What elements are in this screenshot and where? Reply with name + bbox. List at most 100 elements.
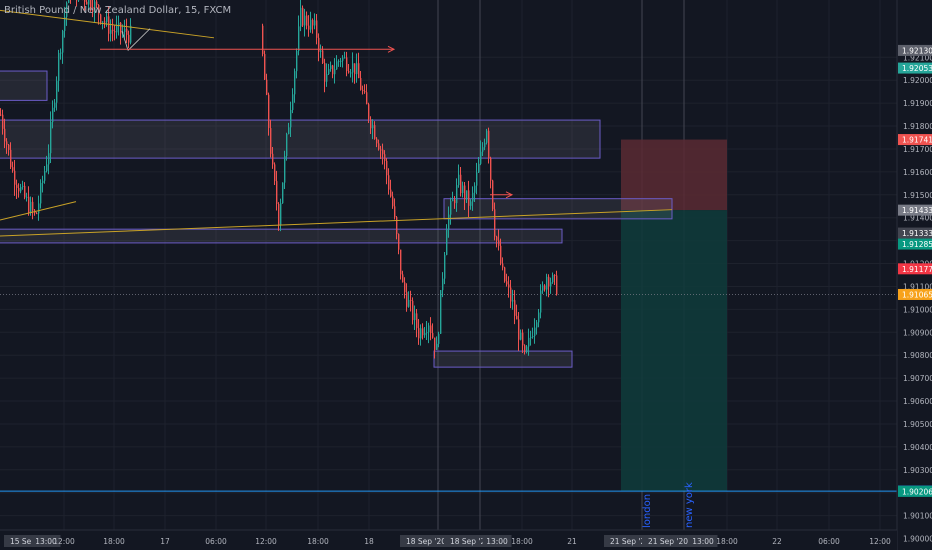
drawings[interactable]: london new york	[0, 9, 897, 528]
supply-demand-zones[interactable]	[0, 70, 727, 492]
session-label: london	[642, 494, 653, 528]
candle-body	[316, 20, 318, 38]
candle-body	[540, 290, 542, 313]
candle-body	[336, 61, 338, 70]
candle-body	[6, 141, 8, 145]
candle-body	[296, 51, 298, 72]
candle-body	[328, 68, 330, 75]
take-profit-zone	[621, 210, 727, 492]
candle-body	[452, 199, 454, 202]
price-label: 1.92130	[902, 46, 932, 55]
trend-line-top	[0, 9, 215, 39]
price-axis[interactable]: 1.92100 1.92000 1.91900 1.91800 1.91700 1.916…	[896, 0, 932, 550]
candle-body	[408, 299, 410, 307]
candle-body	[536, 322, 538, 328]
candle-body	[290, 109, 292, 128]
candle-body	[410, 299, 412, 301]
candle-body	[440, 290, 442, 334]
candle-body	[280, 203, 282, 226]
candle-body	[476, 172, 478, 186]
candle-body	[308, 25, 310, 30]
price-label: 1.91065	[902, 290, 932, 299]
candle-body	[470, 201, 472, 206]
time-tick-label: 18 Sep '20	[406, 537, 446, 546]
candle-body	[62, 30, 64, 53]
candle-body	[26, 196, 28, 198]
candle-body	[552, 275, 554, 283]
price-label: 1.91333	[902, 229, 932, 238]
candle-body	[518, 319, 520, 340]
candle-body	[388, 175, 390, 190]
pattern-line	[121, 30, 129, 51]
candle-body	[458, 174, 460, 186]
candle-body	[422, 328, 424, 336]
candle-body	[330, 65, 332, 69]
arrow-head	[387, 45, 396, 53]
candle-body	[2, 114, 4, 129]
candle-body	[36, 213, 38, 215]
candle-body	[468, 190, 470, 206]
candle-body	[302, 7, 304, 26]
time-label-bg	[642, 535, 694, 547]
time-tick-label: 22	[772, 537, 782, 546]
candle-body	[12, 167, 14, 171]
time-tick-label: 18:00	[103, 537, 125, 546]
candle-body	[96, 1, 98, 5]
candle-body	[44, 171, 46, 181]
time-label-bg	[688, 535, 718, 547]
candle-body	[396, 217, 398, 235]
price-tick-label: 1.90100	[903, 512, 932, 521]
candle-body	[444, 254, 446, 279]
price-label-bg	[898, 204, 932, 216]
time-tick-label: 21 Sep '20	[610, 537, 650, 546]
candle-body	[14, 170, 16, 185]
candle-body	[358, 63, 360, 79]
candle-body	[520, 332, 522, 340]
candle-body	[466, 190, 468, 200]
time-tick-label: 21 Sep '20	[648, 537, 688, 546]
candle-body	[348, 71, 350, 73]
candle-body	[484, 142, 486, 148]
candle-body	[450, 201, 452, 215]
candle-body	[130, 25, 132, 43]
candle-body	[266, 79, 268, 95]
candle-body	[380, 149, 382, 151]
candle-body	[446, 229, 448, 255]
price-tick-label: 1.91700	[903, 145, 932, 154]
candle-body	[496, 236, 498, 241]
candle-body	[498, 240, 500, 246]
candle-body	[456, 185, 458, 204]
candle-body	[68, 0, 70, 3]
candle-body	[88, 0, 90, 5]
candle-body	[334, 69, 336, 75]
candle-body	[120, 22, 122, 34]
candle-body	[524, 345, 526, 353]
price-tick-label: 1.90000	[903, 535, 932, 544]
zone-box	[433, 350, 573, 368]
candle-body	[526, 346, 528, 353]
candle-body	[412, 300, 414, 321]
candle-body	[488, 130, 490, 158]
price-label-bg	[898, 62, 932, 74]
time-tick-label: 18:00	[716, 537, 738, 546]
time-tick-label: 12:00	[255, 537, 277, 546]
price-tick-label: 1.91000	[903, 305, 932, 314]
price-tick-label: 1.90800	[903, 351, 932, 360]
price-tick-label: 1.90500	[903, 420, 932, 429]
price-label: 1.90206	[902, 487, 932, 496]
candle-body	[504, 267, 506, 282]
candle-body	[508, 284, 510, 288]
candle-body	[528, 337, 530, 347]
candle-body	[372, 125, 374, 129]
candle-body	[262, 25, 264, 55]
candle-body	[402, 274, 404, 283]
candle-body	[472, 192, 474, 202]
candle-body	[98, 4, 100, 15]
candle-body	[38, 203, 40, 214]
candle-body	[426, 332, 428, 334]
candle-body	[322, 50, 324, 64]
candle-body	[284, 155, 286, 183]
candle-body	[534, 327, 536, 337]
